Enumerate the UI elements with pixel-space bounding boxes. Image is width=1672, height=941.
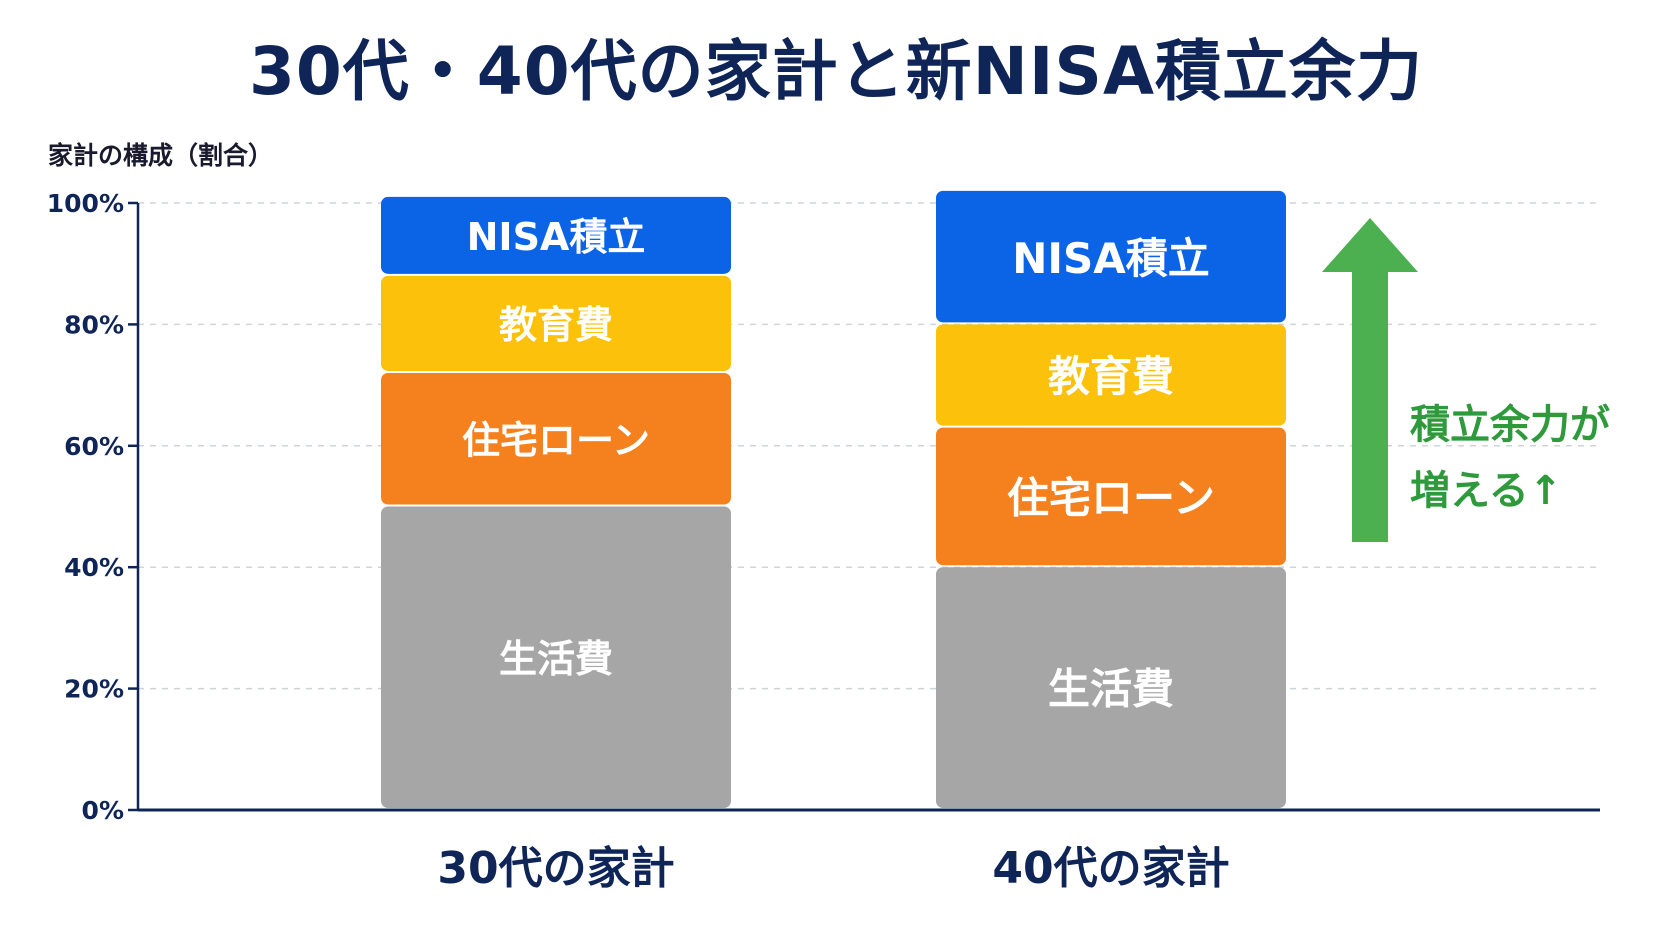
- segment-label: 教育費: [499, 303, 613, 347]
- y-tick-label: 20%: [64, 675, 124, 704]
- axes: 0% 20% 40% 60% 80% 100% 30代の家計 40代の家計: [47, 189, 1600, 894]
- arrow-shaft: [1352, 270, 1388, 542]
- annotation-line-2: 増える↑: [1410, 468, 1563, 514]
- annotation-note: 積立余力が 増える↑: [1410, 392, 1610, 524]
- bar-segment: [381, 275, 731, 371]
- segment-label: NISA積立: [1012, 234, 1210, 283]
- segment-label: NISA積立: [467, 215, 646, 259]
- up-arrow-icon: [1322, 218, 1418, 542]
- y-axis-label: 家計の構成（割合）: [48, 141, 274, 170]
- bar-segment: [936, 190, 1286, 323]
- y-tick-label: 80%: [64, 310, 124, 339]
- bar-segment: [936, 324, 1286, 426]
- x-category-label: 30代の家計: [437, 843, 674, 894]
- segment-label: 生活費: [1048, 665, 1174, 714]
- segment-label: 住宅ローン: [462, 418, 650, 462]
- bar-segment: [381, 506, 731, 808]
- y-tick-label: 40%: [64, 553, 124, 582]
- y-tick-label: 60%: [64, 432, 124, 461]
- bar-segment: [381, 196, 731, 274]
- bar-segment: [381, 372, 731, 505]
- bar-segment: [936, 427, 1286, 566]
- bar-segment: [936, 567, 1286, 808]
- segment-label: 生活費: [499, 637, 613, 681]
- y-tick-label: 0%: [82, 796, 124, 825]
- arrow-head: [1322, 218, 1418, 272]
- segment-label: 住宅ローン: [1007, 474, 1215, 523]
- x-category-label: 40代の家計: [992, 843, 1229, 894]
- annotation-line-1: 積立余力が: [1410, 402, 1610, 448]
- y-tick-label: 100%: [47, 189, 124, 218]
- segment-label: 教育費: [1048, 352, 1174, 401]
- chart-title: 30代・40代の家計と新NISA積立余力: [248, 33, 1424, 110]
